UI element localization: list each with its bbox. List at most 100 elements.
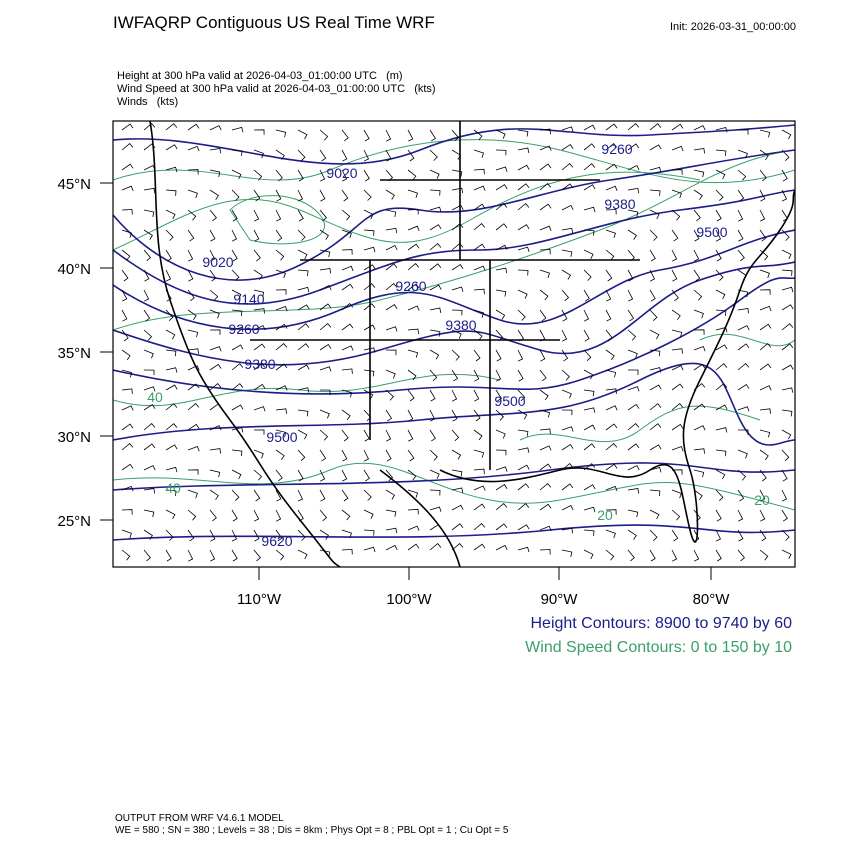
footer-line: WE = 580 ; SN = 380 ; Levels = 38 ; Dis … [115, 825, 509, 836]
wind-barb [209, 249, 216, 262]
wind-barb [319, 409, 330, 419]
wind-barb [385, 169, 394, 182]
wind-barb [693, 509, 701, 522]
wind-barb [297, 429, 308, 440]
lat-label: 30°N [57, 429, 91, 446]
wind-barb [121, 289, 128, 302]
wind-barb [143, 509, 155, 518]
wind-barb [693, 383, 706, 391]
wind-barb [781, 489, 788, 502]
wind-barb [341, 529, 353, 538]
wind-barb [451, 187, 464, 194]
wind-barb [429, 506, 442, 512]
wind-barb [319, 509, 328, 522]
wind-barb [363, 283, 376, 291]
wind-barb [539, 163, 552, 171]
wind-barb [759, 449, 769, 461]
wind-barb [297, 209, 304, 222]
wind-barb [627, 465, 640, 471]
wind-barb [275, 169, 283, 182]
wind-barb [693, 289, 703, 301]
wind-barb [759, 429, 771, 438]
wind-barb [319, 529, 329, 540]
wind-barb [275, 229, 283, 242]
wind-barb [517, 269, 529, 276]
wind-barb [253, 363, 266, 371]
wind-barb [209, 189, 219, 200]
wind-barb [473, 129, 483, 141]
wind-barb [517, 224, 530, 231]
wind-barb [165, 384, 178, 391]
wind-barb [231, 344, 244, 351]
wind-barb [715, 489, 724, 501]
wind-barb [165, 529, 174, 541]
wind-barb [627, 423, 640, 431]
wind-barb [671, 269, 678, 282]
wind-barb [671, 445, 684, 452]
wind-barb [363, 324, 376, 331]
wind-barb [693, 489, 703, 501]
wind-barbs [121, 123, 794, 562]
wind-barb [693, 125, 706, 131]
wind-barb [539, 369, 547, 382]
wind-barb [253, 325, 266, 331]
wind-barb [187, 383, 200, 391]
wind-barb [671, 348, 683, 354]
height-contour-label: 9020 [202, 254, 233, 270]
wind-barb [143, 249, 152, 262]
wind-barb [121, 529, 132, 539]
wind-barb [715, 529, 722, 542]
wind-barb [253, 129, 265, 135]
wind-barb [517, 464, 530, 471]
wind-barb [671, 469, 683, 475]
wind-barb [539, 145, 552, 151]
wind-barb [649, 309, 658, 321]
wind-barb [363, 449, 370, 462]
wind-barb [649, 123, 662, 131]
wind-barb [781, 469, 788, 482]
wind-barb [605, 485, 618, 492]
wind-barb [737, 529, 744, 542]
wind-barb [583, 349, 592, 361]
height-contour-label: 9500 [494, 393, 525, 409]
wind-barb [275, 489, 282, 502]
wind-barb [495, 466, 508, 472]
wind-barb [231, 509, 238, 522]
wind-barb [495, 203, 508, 211]
wind-barb [693, 469, 705, 478]
wind-barb [495, 409, 504, 421]
wind-barb [517, 147, 530, 153]
lon-label: 100°W [386, 591, 432, 608]
wind-barb [583, 484, 596, 491]
wind-barb [275, 189, 282, 202]
wind-barb [187, 509, 197, 521]
wind-barb [539, 329, 546, 342]
wind-barb [253, 343, 266, 351]
wind-barb [121, 163, 134, 171]
lat-label: 25°N [57, 513, 91, 530]
wind-barb [297, 343, 310, 351]
wind-barb [165, 289, 172, 302]
wind-barb [627, 509, 639, 518]
wind-barb [121, 388, 133, 394]
wind-barb [671, 145, 684, 152]
wind-barb [781, 409, 793, 417]
wind-barb [473, 523, 486, 531]
wind-barb [649, 384, 662, 391]
wind-barb [473, 485, 486, 491]
wind-barb [385, 389, 394, 401]
wind-barb [231, 529, 238, 542]
wind-barb [671, 509, 681, 521]
wind-barb [627, 249, 635, 262]
wind-barb [539, 183, 552, 191]
wind-barb [627, 329, 637, 341]
wind-barb [583, 329, 590, 342]
wind-barb [165, 367, 178, 373]
wind-barb [341, 265, 354, 272]
wind-barb [759, 509, 766, 522]
wind-barb [165, 309, 174, 321]
wind-barb [275, 209, 282, 222]
lon-label: 90°W [541, 591, 579, 608]
wind-barb [231, 229, 238, 242]
